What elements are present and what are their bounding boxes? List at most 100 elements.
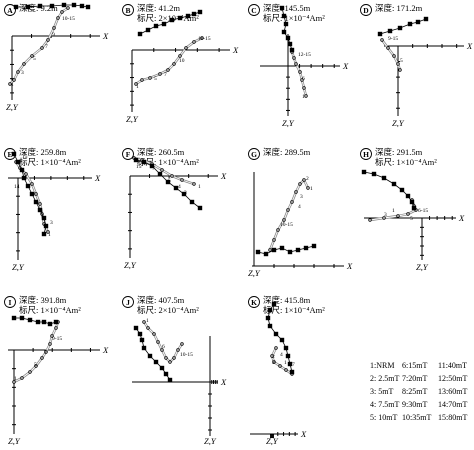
horizontal-point	[311, 243, 317, 249]
vertical-point	[50, 334, 54, 338]
horizontal-point	[411, 205, 417, 211]
horizontal-point	[41, 215, 47, 221]
x-axis-label: X	[102, 31, 109, 41]
step-label: 4	[280, 352, 283, 358]
horizontal-point	[381, 175, 387, 181]
step-label: 1	[146, 318, 149, 324]
zy-axis-label: Z,Y	[416, 262, 429, 272]
legend-row-1-c0: 2: 2.5mT	[370, 374, 399, 383]
depth-label: 深度: 259.8m	[19, 147, 67, 157]
panel-letter: J	[122, 296, 134, 308]
vertical-point	[166, 68, 170, 72]
horizontal-point	[279, 337, 285, 343]
horizontal-point	[407, 21, 413, 27]
legend-row-2-c0: 3: 5mT	[370, 387, 393, 396]
horizontal-point	[285, 353, 291, 359]
horizontal-point	[35, 319, 41, 325]
vertical-point	[34, 364, 38, 368]
vertical-point	[200, 36, 204, 40]
horizontal-point	[415, 19, 421, 25]
vertical-point	[172, 62, 176, 66]
vertical-point	[392, 54, 396, 58]
horizontal-point	[167, 377, 173, 383]
step-label: 2	[272, 354, 275, 360]
horizontal-point	[33, 199, 39, 205]
x-axis-label: X	[232, 45, 239, 55]
vertical-point	[176, 348, 180, 352]
legend-row-1-c1: 7:20mT	[402, 374, 427, 383]
vertical-point	[16, 70, 20, 74]
x-axis-label: X	[458, 213, 465, 223]
horizontal-point	[157, 171, 163, 177]
step-label: 10-15	[180, 352, 193, 358]
step-label: 7	[152, 166, 155, 172]
vertical-point	[302, 86, 306, 90]
horizontal-point	[397, 25, 403, 31]
vertical-point	[380, 38, 384, 42]
panel-letter-text: F	[126, 150, 131, 159]
horizontal-point	[41, 231, 47, 237]
panel-d: D 深度: 171.2m X Z,Y 9-15 5	[360, 3, 473, 128]
horizontal-point	[61, 2, 67, 8]
horizontal-point	[303, 245, 309, 251]
step-label: 5	[33, 56, 36, 62]
horizontal-point	[141, 345, 147, 351]
vertical-point	[290, 200, 294, 204]
step-label: 1	[14, 376, 17, 382]
panel-letter: H	[360, 148, 372, 160]
vertical-point	[28, 370, 32, 374]
x-axis-label: X	[346, 261, 353, 271]
step-label: 6	[162, 344, 165, 350]
legend-row-3-c1: 9:30mT	[402, 400, 427, 409]
x-axis-label: X	[102, 345, 109, 355]
step-label: 3	[184, 190, 187, 196]
legend-row-4-c2: 15:80mT	[438, 413, 467, 422]
step-label: 7	[164, 72, 167, 78]
horizontal-point	[141, 159, 147, 165]
vertical-point	[278, 364, 282, 368]
vertical-point	[66, 6, 70, 10]
step-label: 5	[168, 178, 171, 184]
step-label: 11-15	[198, 36, 211, 42]
horizontal-point	[43, 223, 49, 229]
vertical-point	[270, 354, 274, 358]
step-label: 5	[400, 58, 403, 64]
vertical-point	[156, 340, 160, 344]
vertical-point	[282, 218, 286, 222]
panel-letter: C	[248, 4, 260, 16]
horizontal-point	[173, 185, 179, 191]
step-label: 4	[178, 184, 181, 190]
vertical-point	[292, 56, 296, 60]
horizontal-point	[387, 28, 393, 34]
vertical-projection-core	[15, 161, 49, 233]
vertical-point	[298, 182, 302, 186]
scale-label: 标尺: 1×10⁻⁴Am²	[263, 305, 325, 315]
horizontal-point	[137, 31, 143, 37]
horizontal-point	[295, 247, 301, 253]
vertical-point	[142, 320, 146, 324]
horizontal-point	[185, 13, 191, 19]
zy-axis-label: Z,Y	[124, 260, 137, 270]
scale-label: 标尺: 1×10⁻⁴Am²	[137, 157, 199, 167]
horizontal-point	[37, 207, 43, 213]
zy-axis-label: Z,Y	[6, 102, 19, 112]
vertical-projection-path	[135, 36, 203, 85]
vertical-point	[170, 174, 174, 178]
depth-label: 深度: 260.5m	[137, 147, 185, 157]
horizontal-point	[287, 361, 293, 367]
vertical-point	[134, 82, 138, 86]
vertical-point	[20, 376, 24, 380]
vertical-point	[294, 190, 298, 194]
legend-row-0-c2: 11:40mT	[438, 361, 467, 370]
vertical-point	[180, 342, 184, 346]
horizontal-point	[271, 301, 277, 307]
horizontal-point	[287, 41, 293, 47]
horizontal-point	[29, 191, 35, 197]
depth-label: 深度: 289.5m	[263, 147, 311, 157]
step-label: 1	[48, 232, 51, 238]
step-label: 7	[44, 350, 47, 356]
horizontal-point	[181, 191, 187, 197]
